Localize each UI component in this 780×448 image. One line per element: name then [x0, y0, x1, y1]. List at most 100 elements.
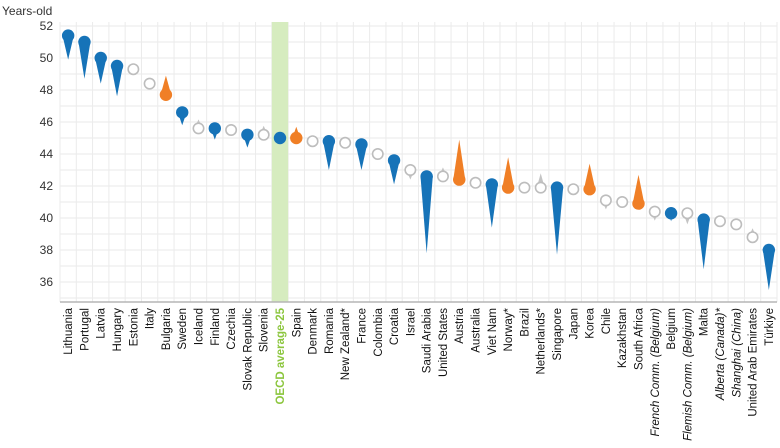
- x-tick-label: Australia: [471, 307, 483, 352]
- x-tick-label: United Arab Emirates: [748, 308, 760, 417]
- marker-head: [697, 213, 710, 226]
- x-tick-label: Saudi Arabia: [422, 307, 434, 373]
- marker-head: [567, 183, 580, 196]
- y-tick-label: 48: [40, 83, 54, 97]
- marker-head: [746, 231, 759, 244]
- marker-increase: [485, 178, 499, 228]
- x-tick-label: Singapore: [552, 308, 564, 360]
- marker-head: [176, 106, 189, 119]
- marker-head: [61, 29, 75, 42]
- marker-head: [387, 154, 401, 167]
- x-axis-labels: Lithuania Portugal Latvia Hungary Estonia Ita…: [63, 307, 776, 441]
- marker-no_significant_change: [648, 205, 661, 221]
- x-tick-label: Israel: [405, 308, 417, 336]
- marker-no_significant_change: [518, 181, 531, 194]
- marker-head: [485, 178, 499, 191]
- x-tick-label: Spain: [291, 308, 303, 337]
- y-tick-label: 40: [40, 211, 54, 225]
- y-tick-label: 50: [40, 51, 54, 65]
- marker-increase: [110, 59, 124, 97]
- x-tick-label: Korea: [585, 307, 597, 338]
- marker-no_significant_change: [371, 148, 384, 161]
- x-tick-label: Latvia: [96, 307, 108, 338]
- marker-head: [664, 207, 678, 220]
- marker-increase: [697, 213, 710, 270]
- marker-head: [127, 63, 140, 76]
- marker-head: [273, 131, 287, 145]
- marker-head: [355, 138, 368, 151]
- marker-head: [94, 51, 107, 65]
- y-tick-label: 36: [40, 275, 54, 289]
- marker-no_significant_change: [746, 228, 759, 244]
- marker-no_significant_change: [436, 167, 449, 183]
- marker-head: [192, 122, 205, 135]
- marker-head: [420, 170, 433, 183]
- marker-head: [143, 77, 156, 90]
- marker-head: [616, 196, 629, 209]
- marker-no_significant_change: [713, 215, 726, 228]
- marker-no_significant_change: [567, 183, 580, 196]
- marker-decrease: [501, 157, 515, 194]
- marker-head: [518, 181, 531, 194]
- marker-no_significant_change: [616, 196, 629, 209]
- marker-increase: [78, 35, 91, 79]
- x-tick-label: New Zealand*: [340, 307, 352, 380]
- x-tick-label: Czechia: [226, 307, 238, 349]
- marker-head: [599, 194, 612, 207]
- x-tick-label: Hungary: [112, 308, 124, 352]
- highlight-layer: [271, 22, 289, 302]
- marker-no_significant_change: [404, 164, 417, 180]
- marker-head: [583, 183, 596, 196]
- marker-no_significant_change: [143, 77, 156, 90]
- x-tick-label: Croatia: [389, 307, 401, 345]
- marker-no_significant_change: [306, 135, 319, 148]
- x-tick-label: Flemish Comm. (Belgium): [682, 308, 694, 441]
- marker-head: [762, 243, 776, 257]
- marker-head: [371, 148, 384, 161]
- marker-no_significant_change: [599, 194, 612, 210]
- marker-head: [257, 128, 270, 141]
- marker-tail: [485, 183, 498, 228]
- marker-head: [632, 197, 645, 210]
- marker-tail: [632, 174, 645, 205]
- y-tick-label: 52: [40, 19, 54, 33]
- x-tick-label: Italy: [145, 308, 157, 329]
- marker-increase: [550, 181, 564, 255]
- marker-decrease: [159, 75, 173, 102]
- x-tick-label: Slovak Republic: [242, 308, 254, 391]
- marker-increase: [322, 135, 336, 170]
- marker-head: [469, 176, 482, 189]
- marker-decrease: [583, 163, 596, 196]
- marker-head: [501, 181, 515, 194]
- marker-head: [534, 181, 547, 194]
- x-tick-label: United States: [438, 308, 450, 377]
- marker-head: [648, 205, 661, 218]
- marker-increase: [273, 131, 287, 145]
- x-tick-label: Romania: [324, 307, 336, 354]
- grid: [59, 22, 778, 302]
- x-tick-label: Sweden: [177, 308, 189, 350]
- marker-increase: [420, 170, 433, 254]
- x-tick-label: Türkiye: [764, 308, 776, 346]
- x-tick-label: Brazil: [519, 308, 531, 337]
- x-tick-label: Bulgaria: [161, 307, 173, 350]
- x-tick-label: Finland: [210, 308, 222, 346]
- x-tick-label: Denmark: [308, 308, 320, 355]
- x-tick-label: Norway*: [503, 307, 515, 351]
- marker-head: [306, 135, 319, 148]
- marker-head: [225, 124, 238, 137]
- marker-increase: [94, 51, 107, 84]
- x-tick-label: Iceland: [194, 308, 206, 345]
- marker-head: [681, 207, 694, 220]
- marker-head: [453, 173, 466, 186]
- x-tick-label: Belgium: [666, 308, 678, 350]
- x-tick-label: Austria: [454, 307, 466, 343]
- marker-decrease: [632, 174, 645, 210]
- marker-increase: [387, 154, 401, 185]
- x-tick-label: Alberta (Canada)*: [715, 307, 727, 401]
- marker-tail: [110, 64, 124, 97]
- x-tick-label: Lithuania: [63, 307, 75, 354]
- y-tick-label: 38: [40, 243, 54, 257]
- marker-no_significant_change: [681, 207, 694, 225]
